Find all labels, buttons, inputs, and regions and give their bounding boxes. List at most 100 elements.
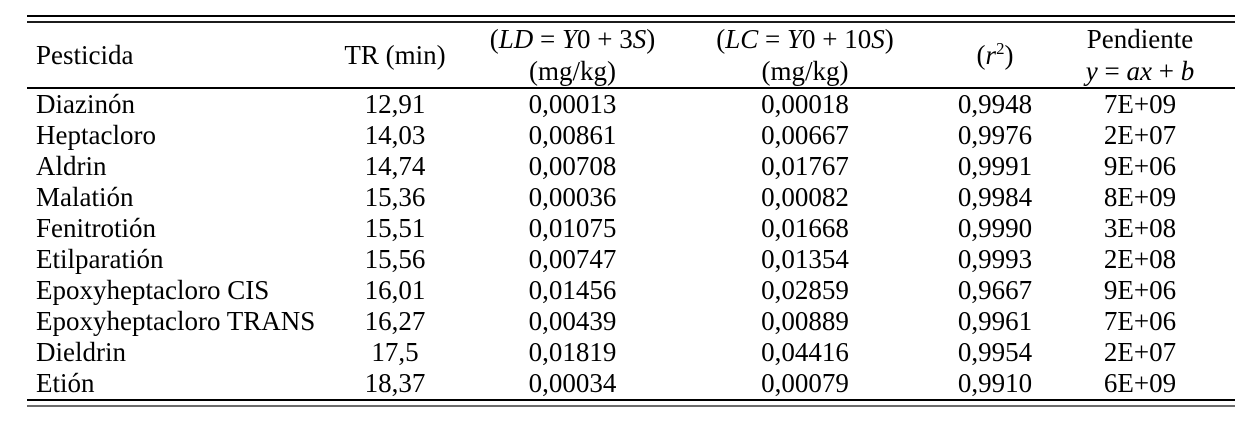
tr-min-cell: 18,37 xyxy=(364,368,426,398)
ld-cell: 0,00439 xyxy=(528,306,617,336)
table-row: Aldrin 14,74 0,00708 0,01767 0,9991 9E+06 xyxy=(27,151,1235,182)
ld-cell: 0,01456 xyxy=(528,275,617,305)
r2-cell: 0,9667 xyxy=(957,275,1033,305)
header-text-segment: S xyxy=(632,24,647,54)
column-header-r2: (r2) xyxy=(945,39,1045,71)
pendiente-cell: 7E+06 xyxy=(1103,306,1177,336)
table-row: Epoxyheptacloro TRANS 16,27 0,00439 0,00889… xyxy=(27,306,1235,337)
pendiente-cell: 2E+07 xyxy=(1103,337,1177,367)
header-text-segment: Y xyxy=(561,24,578,54)
table-top-double-rule xyxy=(27,15,1235,23)
r2-cell: 0,9961 xyxy=(957,306,1033,336)
pesticide-calibration-table: Pesticida TR (min) (LD = Y0 + 3S) (mg/kg) (L… xyxy=(27,15,1235,407)
header-line: Pesticida xyxy=(36,39,310,71)
header-line: (LC = Y0 + 10S) xyxy=(665,23,945,55)
table-row: Etilparatión 15,56 0,00747 0,01354 0,9993 2E+… xyxy=(27,244,1235,275)
header-text-segment: = xyxy=(533,24,562,54)
header-text-segment: (mg/kg) xyxy=(761,56,849,86)
header-line: (mg/kg) xyxy=(480,55,665,87)
header-text-segment: 0 + 10 xyxy=(802,24,872,54)
r2-cell: 0,9910 xyxy=(957,368,1033,398)
header-text-segment: ) xyxy=(646,24,656,54)
pesticida-cell: Epoxyheptacloro CIS xyxy=(36,275,270,305)
header-text-segment: = xyxy=(1097,56,1127,86)
pendiente-cell: 3E+08 xyxy=(1103,213,1177,243)
header-text-segment: + xyxy=(1151,56,1181,86)
pendiente-cell: 7E+09 xyxy=(1103,89,1177,119)
lc-cell: 0,01354 xyxy=(761,244,849,274)
ld-cell: 0,00034 xyxy=(528,368,617,398)
tr-min-cell: 14,74 xyxy=(364,151,426,181)
r2-cell: 0,9948 xyxy=(957,89,1033,119)
column-header-pesticida: Pesticida xyxy=(27,39,310,71)
r2-cell: 0,9991 xyxy=(957,151,1033,181)
header-text-segment: ( xyxy=(716,24,726,54)
table-row: Diazinón 12,91 0,00013 0,00018 0,9948 7E+09 xyxy=(27,89,1235,120)
tr-min-cell: 16,01 xyxy=(364,275,426,305)
pendiente-cell: 9E+06 xyxy=(1103,275,1177,305)
header-text-segment: S xyxy=(871,24,885,54)
ld-cell: 0,01819 xyxy=(528,337,617,367)
pesticida-cell: Fenitrotión xyxy=(36,213,156,243)
pesticida-cell: Diazinón xyxy=(36,89,135,119)
header-line: Pendiente xyxy=(1045,23,1235,55)
lc-cell: 0,00889 xyxy=(761,306,849,336)
header-text-segment: 0 + 3 xyxy=(577,24,633,54)
tr-min-cell: 15,36 xyxy=(364,182,426,212)
column-header-lc: (LC = Y0 + 10S) (mg/kg) xyxy=(665,23,945,87)
table-row: Fenitrotión 15,51 0,01075 0,01668 0,9990 3E+0… xyxy=(27,213,1235,244)
header-text-segment: LD xyxy=(498,24,534,54)
tr-min-cell: 17,5 xyxy=(371,337,419,367)
header-text-segment: Y xyxy=(787,24,803,54)
header-line: (r2) xyxy=(945,39,1045,71)
lc-cell: 0,01668 xyxy=(761,213,849,243)
header-text-segment: ( xyxy=(976,40,986,70)
header-line: TR (min) xyxy=(310,39,480,71)
table-row: Malatión 15,36 0,00036 0,00082 0,9984 8E+09 xyxy=(27,182,1235,213)
ld-cell: 0,00747 xyxy=(528,244,617,274)
header-text-segment: = xyxy=(758,24,787,54)
pesticida-cell: Malatión xyxy=(36,182,134,212)
table-bottom-double-rule xyxy=(27,399,1235,407)
pendiente-cell: 6E+09 xyxy=(1103,368,1177,398)
header-text-segment: (mg/kg) xyxy=(529,56,616,86)
tr-min-cell: 16,27 xyxy=(364,306,426,336)
header-text-segment: ( xyxy=(489,24,499,54)
tr-min-cell: 15,56 xyxy=(364,244,426,274)
header-text-segment: TR (min) xyxy=(344,40,446,70)
table-row: Heptacloro 14,03 0,00861 0,00667 0,9976 2E+07 xyxy=(27,120,1235,151)
header-text-segment: 2 xyxy=(996,39,1005,58)
tr-min-cell: 12,91 xyxy=(364,89,426,119)
r2-cell: 0,9984 xyxy=(957,182,1033,212)
lc-cell: 0,00667 xyxy=(761,120,849,150)
header-text-segment: ax xyxy=(1126,56,1152,86)
lc-cell: 0,00082 xyxy=(761,182,849,212)
header-text-segment: Pesticida xyxy=(36,40,134,70)
table-row: Epoxyheptacloro CIS 16,01 0,01456 0,02859 0,… xyxy=(27,275,1235,306)
header-text-segment: Pendiente xyxy=(1086,24,1194,54)
header-line: (mg/kg) xyxy=(665,55,945,87)
tr-min-cell: 14,03 xyxy=(364,120,426,150)
lc-cell: 0,04416 xyxy=(761,337,849,367)
column-header-tr-min: TR (min) xyxy=(310,39,480,71)
header-line: y = ax + b xyxy=(1045,55,1235,87)
ld-cell: 0,00708 xyxy=(528,151,617,181)
header-text-segment: LC xyxy=(725,24,759,54)
ld-cell: 0,00013 xyxy=(528,89,617,119)
pesticida-cell: Etilparatión xyxy=(36,244,164,274)
table-row: Etión 18,37 0,00034 0,00079 0,9910 6E+09 xyxy=(27,368,1235,399)
ld-cell: 0,00861 xyxy=(528,120,617,150)
table-header-row: Pesticida TR (min) (LD = Y0 + 3S) (mg/kg) (L… xyxy=(27,23,1235,87)
pesticida-cell: Heptacloro xyxy=(36,120,156,150)
column-header-ld: (LD = Y0 + 3S) (mg/kg) xyxy=(480,23,665,87)
header-text-segment: y xyxy=(1085,56,1098,86)
tr-min-cell: 15,51 xyxy=(364,213,426,243)
header-text-segment: b xyxy=(1180,56,1195,86)
r2-cell: 0,9993 xyxy=(957,244,1033,274)
ld-cell: 0,01075 xyxy=(528,213,617,243)
header-text-segment: ) xyxy=(1004,40,1014,70)
lc-cell: 0,01767 xyxy=(761,151,849,181)
pesticida-cell: Dieldrin xyxy=(36,337,126,367)
header-text-segment: ) xyxy=(884,24,894,54)
lc-cell: 0,02859 xyxy=(761,275,849,305)
